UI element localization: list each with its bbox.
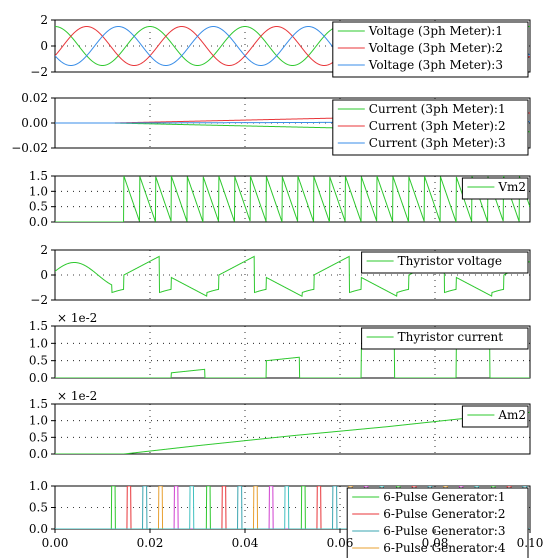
legend-label: Vm2: [497, 180, 526, 194]
y-tick-label: 1.5: [29, 169, 48, 183]
legend-label: Am2: [497, 408, 526, 422]
y-tick-label: 0.5: [29, 501, 48, 515]
y-tick-label: 0.02: [21, 91, 48, 105]
legend-box: [461, 405, 529, 428]
legend: Current (3ph Meter):1 Current (3ph Meter)…: [332, 99, 529, 156]
y-tick-label: 0.5: [29, 354, 48, 368]
y-tick-label: 0.5: [29, 200, 48, 214]
y-tick-label: 1.0: [29, 184, 48, 198]
legend: Vm2: [461, 177, 529, 200]
legend-box: [361, 327, 529, 350]
series-line-1: [55, 411, 530, 454]
panel-7: 0.00.51.06-Pulse Generator:16-Pulse Gene…: [29, 479, 543, 558]
legend: Thyristor voltage: [361, 251, 529, 274]
legend-box: [332, 99, 529, 156]
x-tick-label: 0.00: [42, 536, 69, 550]
y-tick-label: −2: [30, 293, 48, 307]
legend-label: 6-Pulse Generator:4: [383, 541, 506, 555]
y-tick-label: 2: [40, 243, 48, 257]
plot-area: [55, 255, 530, 298]
legend-label: Thyristor current: [398, 330, 504, 344]
legend-box: [332, 21, 529, 78]
legend-label: Current (3ph Meter):1: [369, 102, 506, 116]
y-tick-label: 1.0: [29, 479, 48, 493]
legend-label: 6-Pulse Generator:1: [383, 490, 505, 504]
legend-label: Voltage (3ph Meter):3: [368, 58, 503, 72]
panel-5: 0.0 0.5 1.0 1.5 × 1e-2 Thyristor current: [29, 311, 531, 385]
y-tick-label: 1.5: [29, 397, 48, 411]
y-tick-label: 2: [40, 13, 48, 27]
x-tick-label: 0.04: [232, 536, 259, 550]
legend: Am2: [461, 405, 529, 428]
series-line-1: [55, 255, 530, 298]
legend-label: 6-Pulse Generator:3: [383, 524, 505, 538]
series-line-1: [55, 337, 530, 378]
y-tick-label: 0.00: [21, 116, 48, 130]
y-tick-label: −2: [30, 65, 48, 79]
panel-4: −2 0 2 Thyristor voltage: [30, 243, 531, 307]
x-tick-label: 0.10: [517, 536, 544, 550]
y-tick-label: 0: [40, 39, 48, 53]
legend: 6-Pulse Generator:1 6-Pulse Generator:2 6-…: [346, 487, 529, 558]
x-tick-label: 0.08: [422, 536, 449, 550]
legend-box: [346, 487, 529, 558]
panel-6: 0.0 0.5 1.0 1.5 × 1e-2 Am2: [29, 389, 531, 461]
x-tick-label: 0.06: [327, 536, 354, 550]
legend-box: [361, 251, 529, 274]
series-line-1: [55, 176, 530, 222]
y-tick-label: 0: [40, 268, 48, 282]
axes-frame: [54, 403, 531, 455]
y-tick-label: 1.0: [29, 414, 48, 428]
legend: Voltage (3ph Meter):1 Voltage (3ph Meter)…: [332, 21, 529, 78]
y-scale-note: × 1e-2: [57, 389, 97, 403]
axes-frame: [54, 175, 531, 223]
y-tick-label: 0.0: [29, 522, 48, 536]
y-tick-label: −0.02: [11, 141, 48, 155]
legend-label: Current (3ph Meter):2: [369, 119, 506, 133]
legend-label: Thyristor voltage: [398, 254, 502, 268]
y-tick-label: 0.0: [29, 371, 48, 385]
y-scale-note: × 1e-2: [57, 311, 97, 325]
y-tick-label: 1.5: [29, 319, 48, 333]
panel-3: 0.00.5 1.01.5 Vm2: [29, 169, 531, 229]
legend-label: Voltage (3ph Meter):1: [368, 24, 503, 38]
legend-box: [461, 177, 529, 200]
x-tick-label: 0.02: [137, 536, 164, 550]
plot-area: [55, 176, 530, 222]
legend-label: Voltage (3ph Meter):2: [368, 41, 503, 55]
y-tick-label: 0.5: [29, 430, 48, 444]
y-tick-label: 0.0: [29, 447, 48, 461]
legend-label: Current (3ph Meter):3: [369, 136, 506, 150]
y-tick-label: 0.0: [29, 215, 48, 229]
legend: Thyristor current: [361, 327, 529, 350]
y-tick-label: 1.0: [29, 336, 48, 350]
plot-area: [55, 411, 530, 454]
legend-label: 6-Pulse Generator:2: [383, 507, 505, 521]
plot-area: [55, 337, 530, 378]
